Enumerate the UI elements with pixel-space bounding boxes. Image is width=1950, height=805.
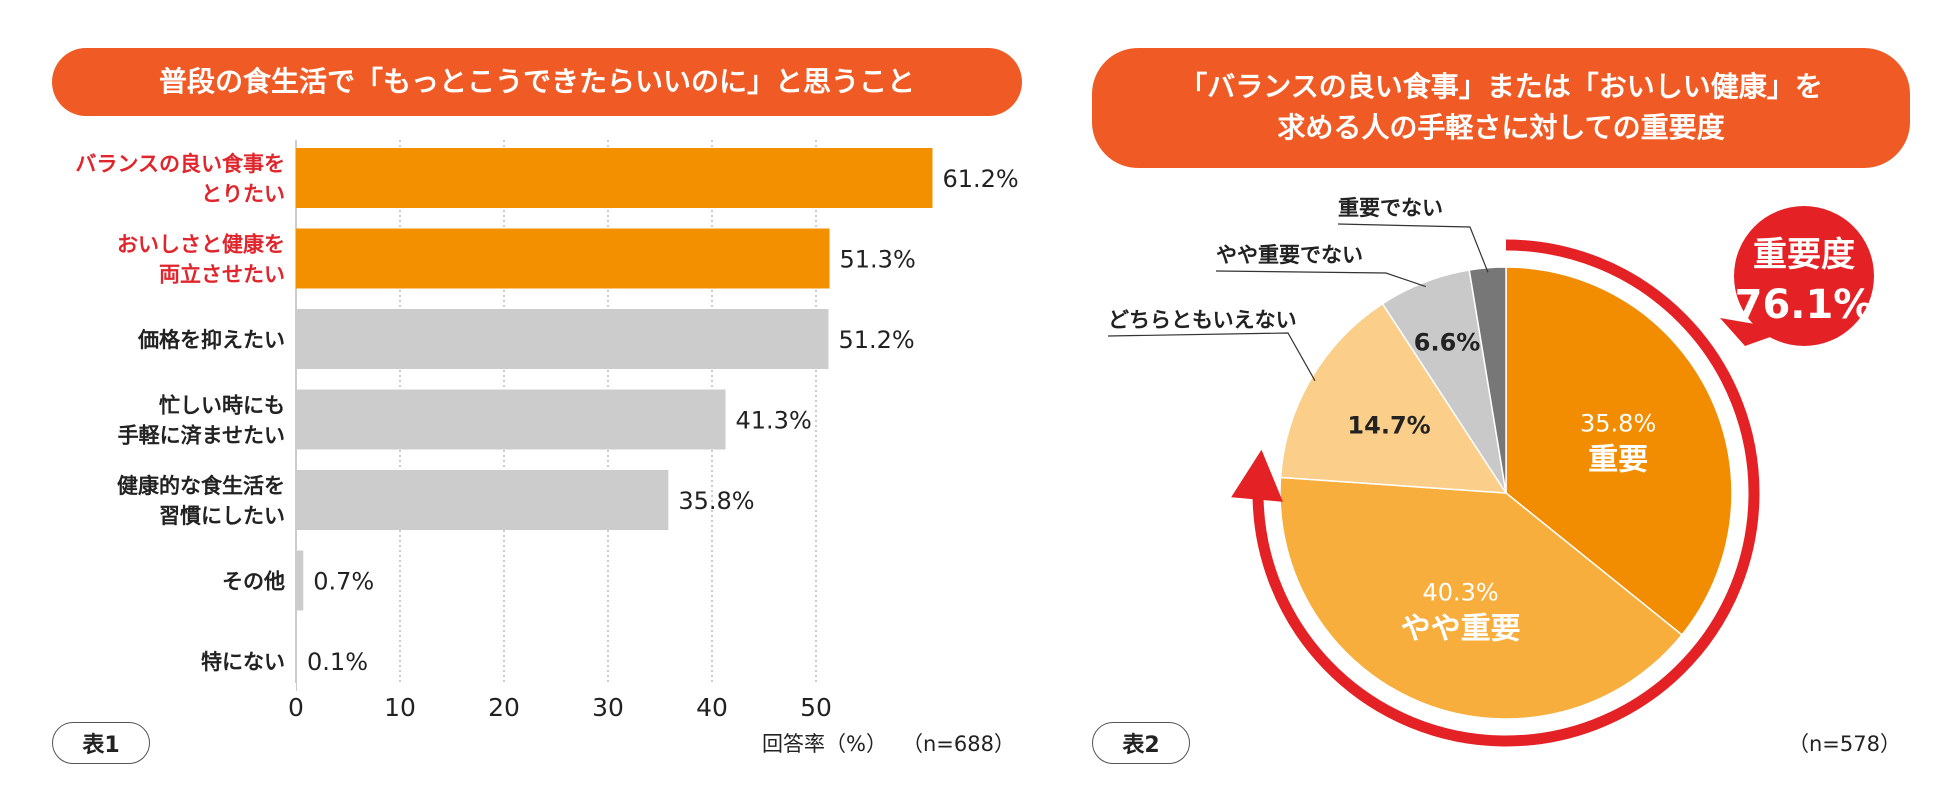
badge-label: 重要度 — [1753, 235, 1855, 275]
badge-value: 76.1% — [1735, 282, 1874, 328]
bar-0 — [296, 148, 933, 208]
data-label: 51.2% — [838, 326, 914, 354]
data-label: 0.1% — [307, 648, 368, 676]
data-label: 35.8% — [678, 487, 754, 515]
category-label: バランスの良い食事を — [75, 152, 285, 176]
pie-slice-4 — [1468, 266, 1507, 494]
slice-value-label: 40.3% — [1422, 579, 1498, 607]
callout-label: どちらともいえない — [1108, 308, 1297, 332]
table1-tag: 表1 — [52, 722, 150, 764]
chart1-sample-size: （n=688） — [902, 732, 1015, 756]
pie-slice-2 — [1279, 302, 1508, 494]
bar-2 — [296, 309, 829, 369]
category-label: とりたい — [201, 182, 285, 206]
category-label: 習慣にしたい — [159, 504, 285, 528]
data-label: 41.3% — [736, 407, 812, 435]
slice-value-label: 6.6% — [1414, 328, 1481, 356]
category-label: 両立させたい — [159, 263, 285, 287]
importance-arc — [1252, 239, 1760, 747]
callout-label: やや重要でない — [1216, 243, 1363, 267]
bar-3 — [296, 389, 726, 450]
category-label: おいしさと健康を — [117, 233, 285, 257]
chart2-title-line2: 求める人の手軽さに対しての重要度 — [1277, 111, 1725, 144]
pie-slice-1 — [1279, 476, 1683, 720]
x-tick-label: 40 — [696, 693, 728, 722]
importance-badge — [1734, 206, 1874, 346]
chart2-title-line1: 「バランスの良い食事」または「おいしい健康」を — [1179, 70, 1823, 104]
data-label: 51.3% — [840, 246, 916, 274]
chart2-sample-size: （n=578） — [1788, 732, 1901, 756]
importance-arrowhead — [1231, 449, 1283, 502]
category-label: 価格を抑えたい — [137, 328, 285, 352]
x-tick-label: 10 — [384, 693, 416, 722]
x-tick-label: 0 — [288, 693, 304, 722]
slice-name-label: やや重要 — [1401, 612, 1521, 647]
data-label: 61.2% — [942, 165, 1018, 193]
category-label: 手軽に済ませたい — [118, 424, 285, 448]
bar-4 — [296, 470, 669, 530]
callout-leader — [1337, 223, 1489, 273]
badge-tail — [1720, 318, 1790, 346]
category-label: 特にない — [201, 650, 285, 674]
data-label: 0.7% — [313, 568, 374, 596]
x-tick-label: 50 — [800, 693, 832, 722]
category-label: その他 — [222, 570, 285, 594]
callout-leader — [1215, 270, 1426, 288]
bar-6 — [296, 631, 298, 691]
chart2-title: 「バランスの良い食事」または「おいしい健康」を 求める人の手軽さに対しての重要度 — [1092, 48, 1910, 168]
slice-name-label: 重要 — [1588, 442, 1648, 477]
bar-1 — [296, 228, 830, 289]
callout-label: 重要でない — [1338, 196, 1443, 220]
x-axis-title: 回答率（%） — [762, 732, 887, 756]
x-tick-label: 20 — [488, 693, 520, 722]
pie-slice-0 — [1505, 266, 1733, 636]
chart1-title: 普段の食生活で「もっとこうできたらいいのに」と思うこと — [52, 48, 1022, 116]
category-label: 健康的な食生活を — [117, 474, 285, 498]
slice-value-label: 35.8% — [1580, 409, 1656, 437]
callout-leader — [1107, 332, 1316, 382]
slice-value-label: 14.7% — [1347, 411, 1430, 439]
bar-5 — [296, 550, 304, 611]
category-label: 忙しい時にも — [159, 394, 285, 418]
table2-tag: 表2 — [1092, 722, 1190, 764]
x-tick-label: 30 — [592, 693, 624, 722]
